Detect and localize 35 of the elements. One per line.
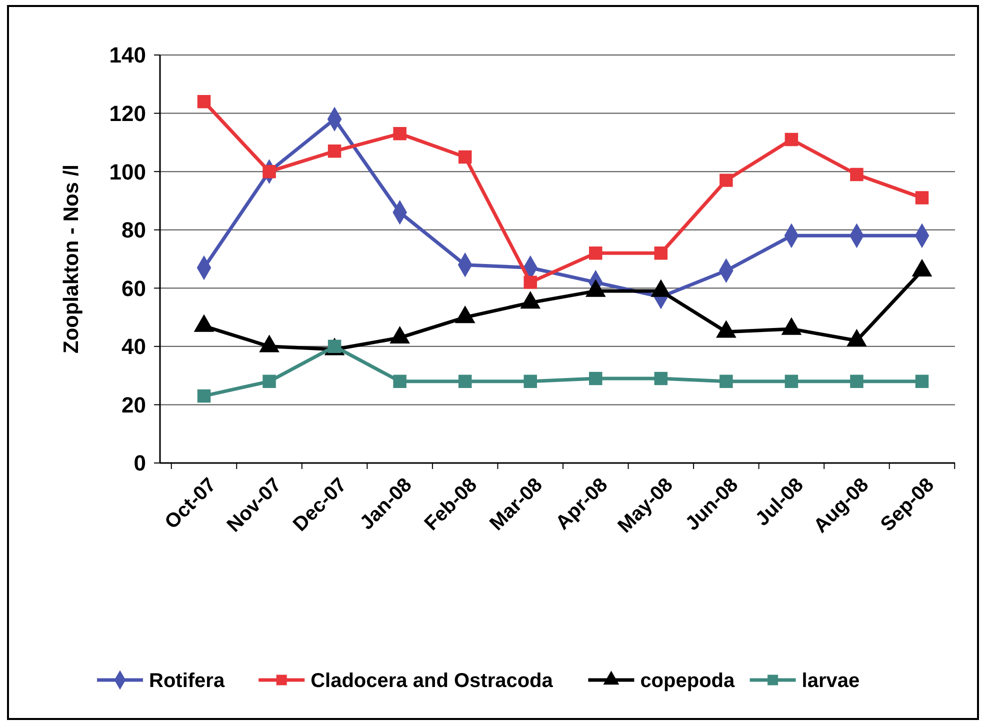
y-tick-label: 60 <box>122 276 146 301</box>
legend-label: larvae <box>802 670 860 692</box>
point <box>915 374 929 388</box>
y-tick-label: 100 <box>109 159 146 184</box>
point <box>524 276 537 289</box>
y-tick-label: 40 <box>122 334 146 360</box>
point <box>720 374 733 388</box>
y-tick-label: 120 <box>109 100 146 126</box>
point <box>720 174 733 187</box>
legend-label: copepoda <box>640 670 736 692</box>
point <box>850 374 864 388</box>
point <box>393 374 406 388</box>
y-tick-label: 0 <box>134 450 146 476</box>
legend-label: Rotifera <box>149 670 226 692</box>
point <box>654 246 668 260</box>
point <box>784 374 798 388</box>
y-axis-title: Zooplakton - Nos /l <box>60 164 83 354</box>
point <box>197 95 211 108</box>
point <box>197 389 211 403</box>
point <box>458 374 472 388</box>
point <box>589 246 602 260</box>
point <box>393 127 406 140</box>
point <box>458 150 472 164</box>
point <box>654 372 668 386</box>
point <box>262 374 276 388</box>
point <box>850 168 864 182</box>
y-tick-label: 80 <box>122 218 146 243</box>
point <box>589 372 602 386</box>
legend-label: Cladocera and Ostracoda <box>310 670 554 692</box>
point <box>328 144 342 158</box>
point <box>524 374 537 388</box>
point <box>915 191 929 204</box>
y-tick-label: 140 <box>109 42 146 68</box>
y-tick-label: 20 <box>122 392 146 418</box>
point <box>784 132 798 146</box>
